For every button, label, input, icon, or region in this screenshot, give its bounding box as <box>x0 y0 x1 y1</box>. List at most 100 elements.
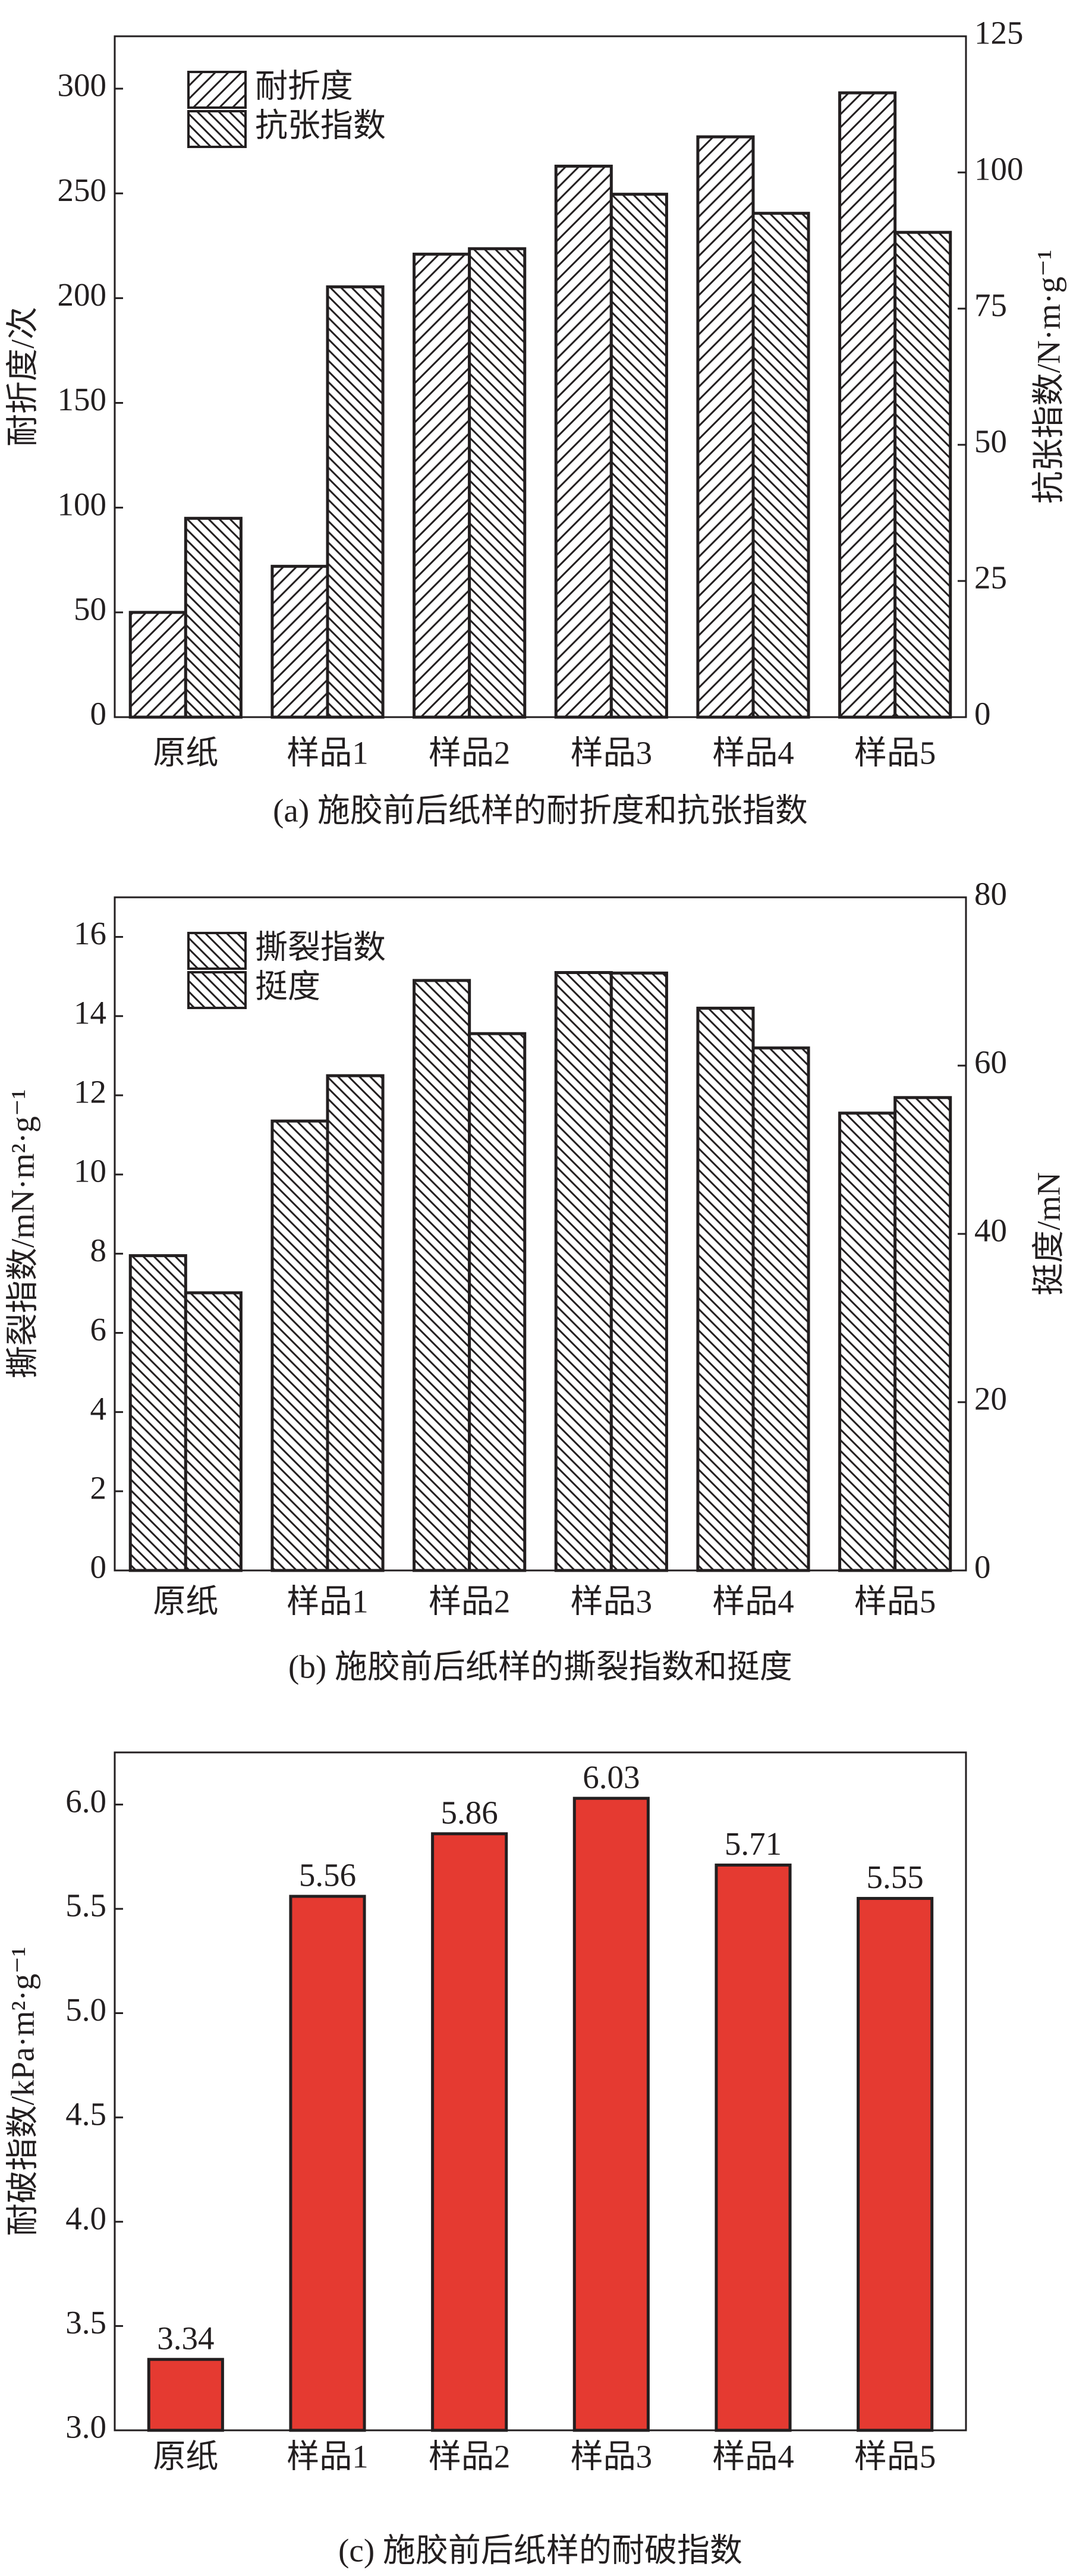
bar <box>554 164 613 719</box>
y-axis-label: 耐破指数/kPa·m²·g⁻¹ <box>5 1947 41 2236</box>
bar <box>751 1046 810 1572</box>
y-tick-label: 150 <box>58 381 107 417</box>
y-tick-label: 3.0 <box>65 2409 106 2445</box>
x-tick-label: 样品1 <box>287 2439 369 2475</box>
y2-tick-label: 80 <box>974 876 1007 912</box>
y-tick-label: 3.5 <box>65 2304 106 2341</box>
y-tick-label: 16 <box>74 915 106 951</box>
y-tick-label: 4.0 <box>65 2200 106 2236</box>
x-tick-label: 样品2 <box>429 735 511 771</box>
bar <box>413 252 471 719</box>
y2-tick-label: 0 <box>974 1549 991 1585</box>
y2-tick-label: 60 <box>974 1044 1007 1080</box>
y-tick-label: 5.0 <box>65 1991 106 2028</box>
chart-caption: (b) 施胶前后纸样的撕裂指数和挺度 <box>288 1649 792 1685</box>
x-tick-label: 样品1 <box>287 735 369 771</box>
bar <box>468 1032 527 1572</box>
y-tick-label: 5.5 <box>65 1887 106 1924</box>
x-tick-label: 样品4 <box>712 2439 794 2475</box>
bar <box>609 193 668 719</box>
bar <box>184 1291 243 1572</box>
x-tick-label: 原纸 <box>153 735 218 771</box>
bar <box>147 2358 224 2432</box>
bar <box>696 135 755 719</box>
legend-label: 耐折度 <box>255 68 353 105</box>
legend-swatch <box>187 932 247 970</box>
bar <box>468 247 527 719</box>
x-tick-label: 样品4 <box>712 1584 794 1620</box>
bar <box>893 231 952 719</box>
y2-axis-label: 挺度/mN <box>1031 1172 1067 1296</box>
y2-tick-label: 100 <box>974 151 1024 187</box>
y-tick-label: 0 <box>90 696 107 732</box>
bar <box>326 1074 385 1572</box>
y-tick-label: 2 <box>90 1469 107 1506</box>
y2-tick-label: 25 <box>974 560 1007 596</box>
bar <box>270 564 329 719</box>
y2-axis-label: 抗张指数/N·m·g⁻¹ <box>1031 250 1067 504</box>
y-axis-label: 耐折度/次 <box>5 307 41 447</box>
data-label: 5.71 <box>725 1826 782 1862</box>
y-tick-label: 14 <box>74 994 106 1031</box>
bar <box>270 1119 329 1572</box>
data-label: 5.56 <box>299 1857 356 1893</box>
y2-tick-label: 50 <box>974 423 1007 460</box>
x-tick-label: 样品3 <box>571 2439 653 2475</box>
bar <box>751 212 810 719</box>
x-tick-label: 原纸 <box>153 2439 218 2475</box>
legend-swatch <box>187 110 247 148</box>
y-tick-label: 250 <box>58 172 107 208</box>
bar <box>857 1897 934 2432</box>
y2-tick-label: 40 <box>974 1212 1007 1249</box>
bar <box>609 971 668 1572</box>
bar <box>554 971 613 1572</box>
y2-tick-label: 20 <box>974 1381 1007 1417</box>
y-tick-label: 12 <box>74 1074 106 1110</box>
bar <box>431 1832 508 2432</box>
bar <box>893 1096 952 1572</box>
bar <box>572 1796 650 2432</box>
legend-label: 抗张指数 <box>255 108 386 144</box>
y-axis-label: 撕裂指数/mN·m²·g⁻¹ <box>5 1089 41 1379</box>
chart-caption: (c) 施胶前后纸样的耐破指数 <box>338 2533 742 2569</box>
bar <box>838 1111 897 1572</box>
legend-swatch <box>187 971 247 1009</box>
y-tick-label: 0 <box>90 1549 107 1585</box>
y-tick-label: 200 <box>58 277 107 313</box>
plot-frame <box>114 1751 967 2432</box>
plot-frame <box>114 896 967 1572</box>
x-tick-label: 样品4 <box>712 735 794 771</box>
data-label: 6.03 <box>583 1759 640 1795</box>
bar <box>184 517 243 719</box>
bar <box>696 1006 755 1572</box>
y-tick-label: 8 <box>90 1232 107 1268</box>
x-tick-label: 样品3 <box>571 735 653 771</box>
x-tick-label: 样品5 <box>854 2439 936 2475</box>
y-tick-label: 300 <box>58 67 107 103</box>
x-tick-label: 样品5 <box>854 1584 936 1620</box>
bar <box>838 91 897 719</box>
y-tick-label: 4.5 <box>65 2096 106 2132</box>
plot-frame <box>114 35 967 718</box>
y-tick-label: 100 <box>58 486 107 522</box>
bar <box>715 1863 792 2432</box>
data-label: 3.34 <box>157 2320 214 2356</box>
bar <box>128 1254 187 1572</box>
y2-tick-label: 75 <box>974 287 1007 323</box>
x-tick-label: 样品1 <box>287 1584 369 1620</box>
bar <box>326 285 385 719</box>
y-tick-label: 6.0 <box>65 1783 106 1819</box>
y-tick-label: 10 <box>74 1153 106 1189</box>
y2-tick-label: 125 <box>974 15 1024 51</box>
bar <box>413 979 471 1572</box>
legend-label: 挺度 <box>255 969 320 1005</box>
legend-label: 撕裂指数 <box>255 929 386 966</box>
data-label: 5.86 <box>441 1794 498 1830</box>
bar <box>289 1895 366 2432</box>
data-label: 5.55 <box>867 1859 924 1895</box>
x-tick-label: 原纸 <box>153 1584 218 1620</box>
y-tick-label: 4 <box>90 1390 107 1427</box>
y-tick-label: 6 <box>90 1311 107 1347</box>
